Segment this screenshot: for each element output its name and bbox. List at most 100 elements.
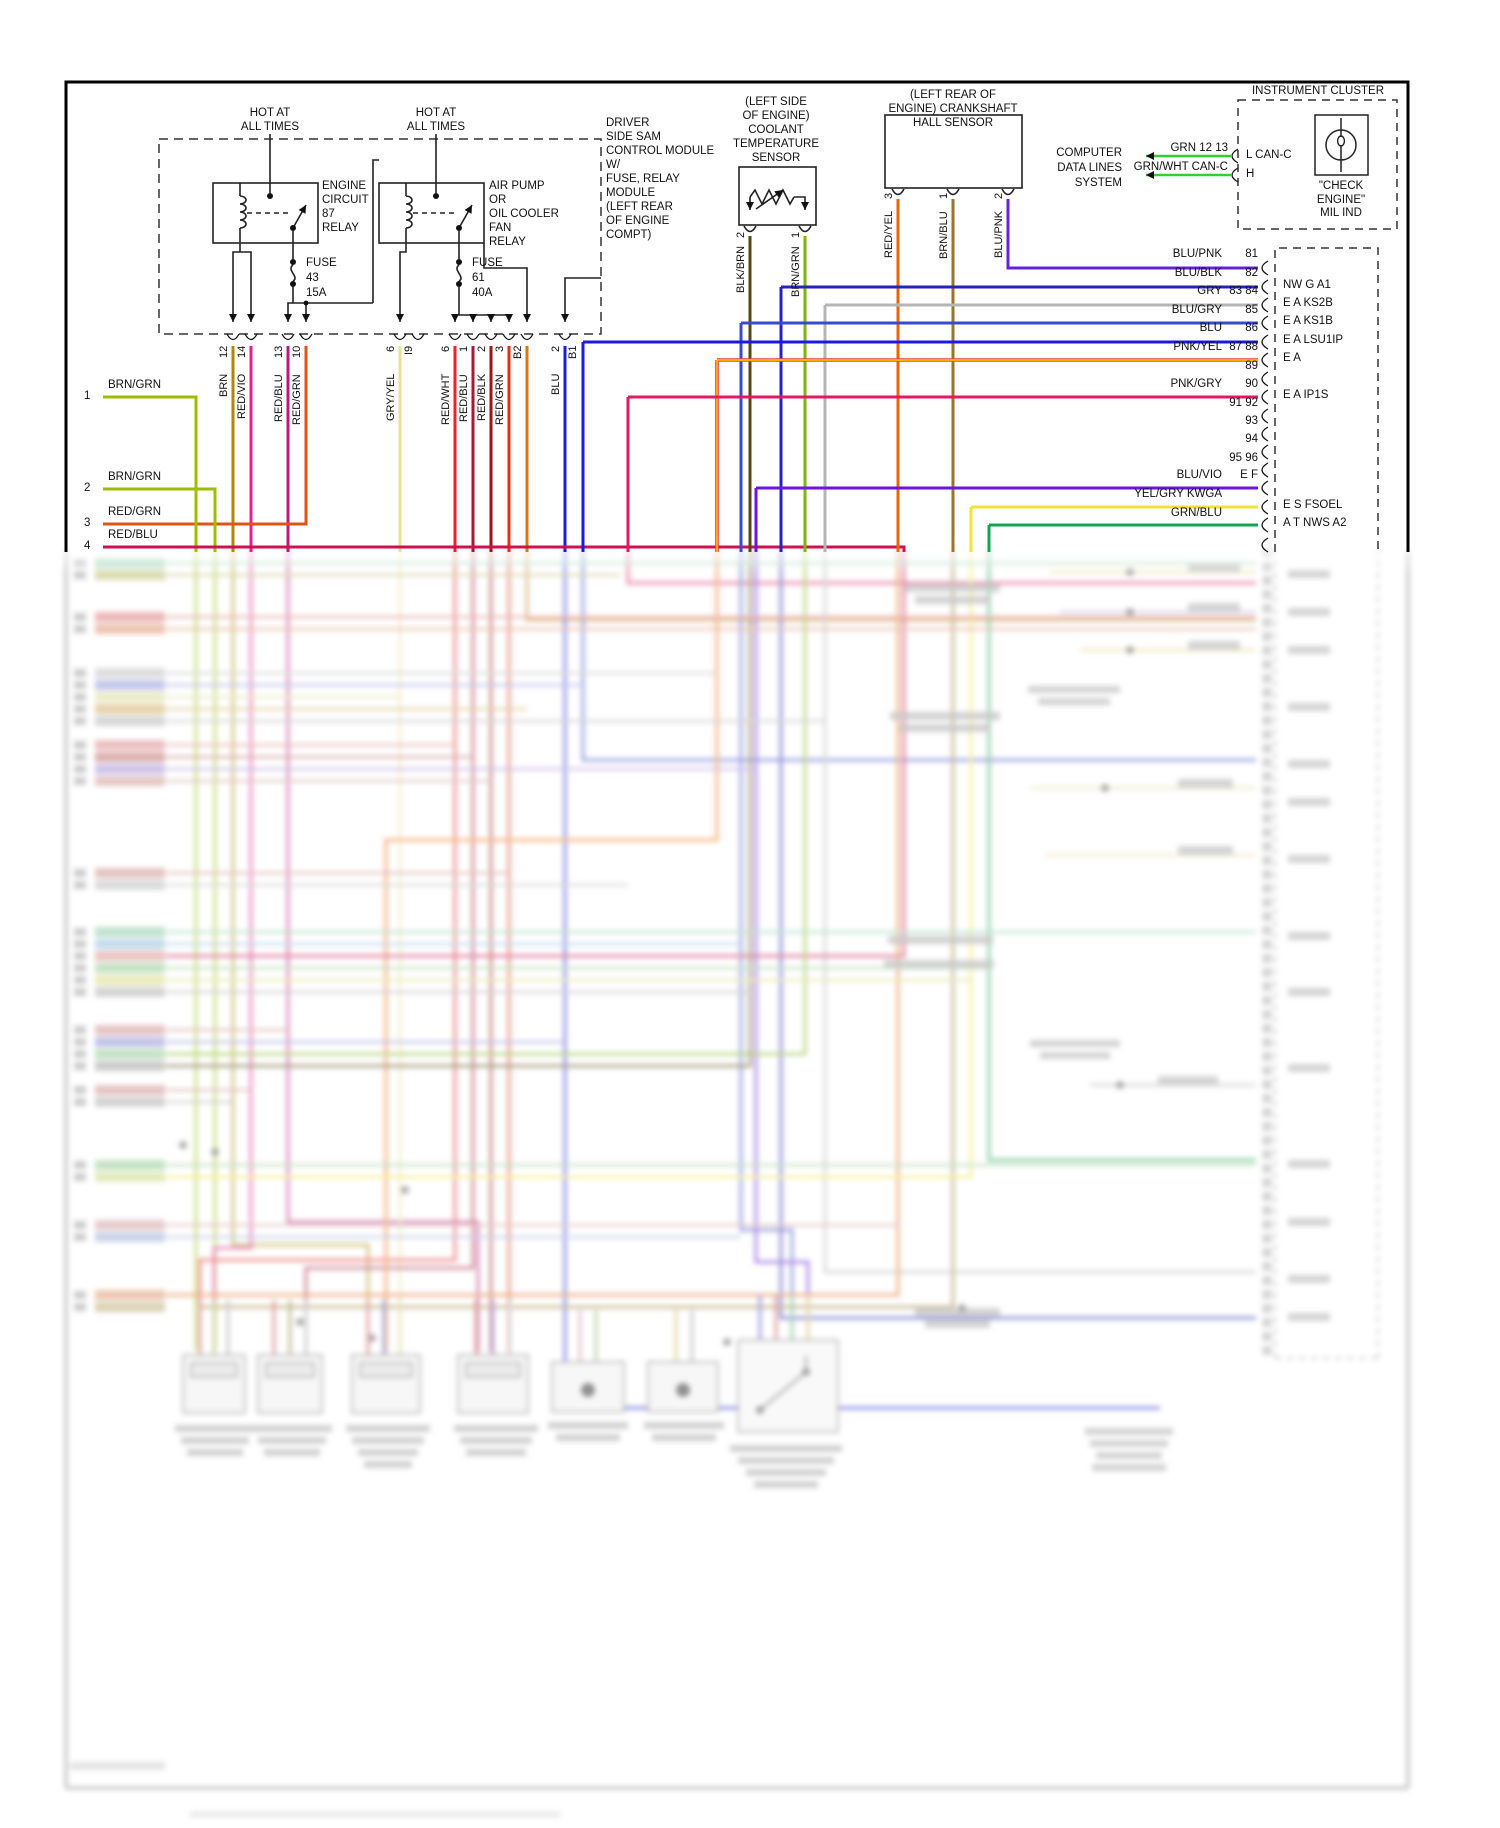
relay-air-pump-label: AIR PUMP OR OIL COOLER FAN RELAY xyxy=(489,180,559,248)
crank-sensor-symbol xyxy=(884,114,1023,196)
ecm-inside-2: E A KS2B xyxy=(1283,297,1333,309)
ecm-num-2: 83 84 xyxy=(1229,285,1258,297)
ecm-inside-1: NW G A1 xyxy=(1283,279,1331,291)
ecm-num-6: 89 xyxy=(1245,360,1258,372)
ecm-num-5: 87 88 xyxy=(1229,341,1258,353)
ecm-wire-0: BLU/PNK xyxy=(1172,248,1222,260)
ecm-connector-bumps xyxy=(1261,260,1269,553)
can-wire-label-1: GRN 12 13 xyxy=(1170,142,1228,154)
ecm-wire-2: GRY xyxy=(1197,285,1222,297)
ecm-inside-4: E A LSU1IP xyxy=(1283,334,1344,346)
sam-pin-num-5: I9 xyxy=(403,346,415,356)
ecm-num-12: E F xyxy=(1240,469,1258,481)
hot-at-all-times-1: HOT AT ALL TIMES xyxy=(240,107,300,133)
ecm-wire-3: BLU/GRY xyxy=(1171,304,1222,316)
coolant-sensor-title: (LEFT SIDE OF ENGINE) COOLANT TEMPERATUR… xyxy=(732,96,820,164)
ecm-wire-4: BLU xyxy=(1199,322,1222,334)
sam-pin-name-8: RED/BLK xyxy=(476,374,488,422)
ecm-num-10: 94 xyxy=(1245,433,1258,445)
relay-contact-dots xyxy=(267,193,462,306)
sam-pin-name-3: RED/GRN xyxy=(291,374,303,425)
crank-pin-num-0: 3 xyxy=(883,193,895,200)
sam-pin-num-1: 14 xyxy=(236,346,248,359)
coolant-sensor-symbol xyxy=(738,166,817,233)
sam-pin-name-1: RED/VIO xyxy=(236,374,248,420)
ecm-num-9: 93 xyxy=(1245,415,1258,427)
sam-pin-name-7: RED/BLU xyxy=(458,374,470,422)
coolant-pin-name-0: BLK/BRN xyxy=(735,246,747,294)
instrument-cluster-symbol xyxy=(1231,99,1398,230)
ecm-inside-7: E A IP1S xyxy=(1283,389,1329,401)
cluster-pin-l-can-c: L CAN-C xyxy=(1246,149,1292,161)
left-row-num-2: 2 xyxy=(84,482,91,494)
relay-engine-circuit-label: ENGINE CIRCUIT 87 RELAY xyxy=(322,180,369,234)
crank-sensor-title: (LEFT REAR OF ENGINE) CRANKSHAFT HALL SE… xyxy=(888,89,1018,129)
sam-pin-num-10: B2 xyxy=(512,346,524,360)
sam-pin-num-6: 6 xyxy=(440,346,452,353)
coolant-pin-name-1: BRN/GRN xyxy=(790,246,802,297)
left-row-num-4: 4 xyxy=(84,540,91,552)
sam-module-box xyxy=(158,138,602,335)
sam-pin-num-12: B1 xyxy=(567,346,579,360)
ecm-num-1: 82 xyxy=(1245,267,1258,279)
cluster-pin-h: H xyxy=(1246,168,1255,180)
can-wires xyxy=(1146,152,1232,179)
can-wire-label-2: GRN/WHT CAN-C xyxy=(1133,161,1228,173)
left-row-label-3: RED/GRN xyxy=(108,506,162,518)
wires xyxy=(103,199,1258,552)
sheet-border xyxy=(64,80,1410,552)
ecm-num-4: 86 xyxy=(1245,322,1258,334)
relay-symbols xyxy=(212,134,601,318)
sam-pin-num-0: 12 xyxy=(218,346,230,359)
check-engine-mil-label: "CHECK ENGINE" MIL IND xyxy=(1316,180,1366,219)
sam-pin-name-2: RED/BLU xyxy=(273,374,285,422)
sam-pin-name-6: RED/WHT xyxy=(440,374,452,426)
ecm-wire-1: BLU/BLK xyxy=(1174,267,1222,279)
computer-data-lines-label: COMPUTER DATA LINES SYSTEM xyxy=(1056,147,1122,189)
left-row-label-4: RED/BLU xyxy=(108,529,158,541)
ecm-num-11: 95 96 xyxy=(1229,452,1258,464)
instrument-cluster-title: INSTRUMENT CLUSTER xyxy=(1251,85,1385,97)
ecm-num-3: 85 xyxy=(1245,304,1258,316)
hot-at-all-times-2: HOT AT ALL TIMES xyxy=(406,107,466,133)
ecm-num-8: 91 92 xyxy=(1229,397,1258,409)
crank-pin-name-2: BLU/PNK xyxy=(993,211,1005,259)
fuse-43-label: FUSE 43 15A xyxy=(306,257,337,299)
ecm-box xyxy=(1274,247,1379,552)
ecm-wire-14: GRN/BLU xyxy=(1170,507,1222,519)
sam-pin-name-0: BRN xyxy=(218,374,230,398)
ecm-num-0: 81 xyxy=(1245,248,1258,260)
sam-pin-name-4: GRY/YEL xyxy=(385,374,397,422)
ecm-wire-5: PNK/YEL xyxy=(1173,341,1222,353)
crank-pin-name-0: RED/YEL xyxy=(883,211,895,259)
ecm-wire-12: BLU/VIO xyxy=(1176,469,1222,481)
sam-pin-num-7: 1 xyxy=(458,346,470,353)
crank-pin-num-2: 2 xyxy=(993,193,1005,200)
sam-exit-arrows xyxy=(229,314,569,322)
crank-pin-name-1: BRN/BLU xyxy=(938,211,950,259)
sam-pin-name-9: RED/GRN xyxy=(494,374,506,425)
sam-pin-num-8: 2 xyxy=(476,346,488,353)
ecm-wire-7: PNK/GRY xyxy=(1170,378,1222,390)
left-row-num-1: 1 xyxy=(84,390,91,402)
sam-pin-num-11: 2 xyxy=(550,346,562,353)
left-row-num-3: 3 xyxy=(84,517,91,529)
sam-pin-name-11: BLU xyxy=(550,374,562,396)
sam-pin-num-2: 13 xyxy=(273,346,285,359)
ecm-inside-5: E A xyxy=(1283,352,1301,364)
sam-pin-num-9: 3 xyxy=(494,346,506,353)
fuse-61-label: FUSE 61 40A xyxy=(472,257,503,299)
left-row-label-2: BRN/GRN xyxy=(108,471,162,483)
ecm-num-7: 90 xyxy=(1245,378,1258,390)
sam-connector-bumps xyxy=(226,333,572,341)
ecm-inside-14: A T NWS A2 xyxy=(1283,517,1347,529)
sam-pin-num-3: 10 xyxy=(291,346,303,359)
left-row-label-1: BRN/GRN xyxy=(108,379,162,391)
ecm-wire-13: YEL/GRY KWGA xyxy=(1134,488,1222,500)
ecm-inside-3: E A KS1B xyxy=(1283,315,1333,327)
sam-pin-num-4: 6 xyxy=(385,346,397,353)
sam-module-label: DRIVER SIDE SAM CONTROL MODULE W/ FUSE, … xyxy=(606,117,715,241)
